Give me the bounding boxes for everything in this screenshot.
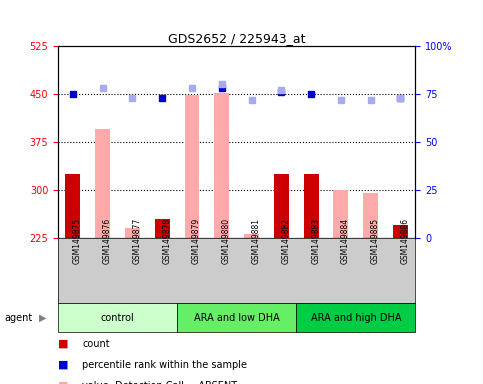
Text: ARA and low DHA: ARA and low DHA <box>194 313 280 323</box>
Text: count: count <box>82 339 110 349</box>
Bar <box>244 233 259 238</box>
Bar <box>65 174 80 238</box>
Text: GSM149879: GSM149879 <box>192 218 201 265</box>
Text: GSM149875: GSM149875 <box>73 218 82 265</box>
Text: GSM149880: GSM149880 <box>222 218 231 265</box>
Text: value, Detection Call = ABSENT: value, Detection Call = ABSENT <box>82 381 237 384</box>
Bar <box>214 93 229 238</box>
Bar <box>185 95 199 238</box>
Text: ■: ■ <box>58 360 69 370</box>
Text: GSM149881: GSM149881 <box>252 218 260 264</box>
Text: GSM149876: GSM149876 <box>103 218 112 265</box>
Text: GSM149878: GSM149878 <box>162 218 171 265</box>
Bar <box>58 303 177 332</box>
Bar <box>363 193 378 238</box>
Text: ■: ■ <box>58 381 69 384</box>
Text: control: control <box>100 313 134 323</box>
Text: ARA and high DHA: ARA and high DHA <box>311 313 401 323</box>
Text: GSM149885: GSM149885 <box>371 218 380 265</box>
Text: ▶: ▶ <box>39 313 46 323</box>
Bar <box>393 225 408 238</box>
Bar <box>304 174 319 238</box>
Text: GSM149882: GSM149882 <box>282 218 290 264</box>
Text: GSM149884: GSM149884 <box>341 218 350 265</box>
Bar <box>125 228 140 238</box>
Text: GSM149886: GSM149886 <box>400 218 410 265</box>
Text: GSM149883: GSM149883 <box>311 218 320 265</box>
Bar <box>274 174 289 238</box>
Bar <box>155 219 170 238</box>
Text: ■: ■ <box>58 339 69 349</box>
Bar <box>333 190 348 238</box>
Title: GDS2652 / 225943_at: GDS2652 / 225943_at <box>168 32 305 45</box>
Bar <box>296 303 415 332</box>
Text: GSM149877: GSM149877 <box>132 218 142 265</box>
Text: percentile rank within the sample: percentile rank within the sample <box>82 360 247 370</box>
Bar <box>95 129 110 238</box>
Bar <box>177 303 296 332</box>
Text: agent: agent <box>5 313 33 323</box>
